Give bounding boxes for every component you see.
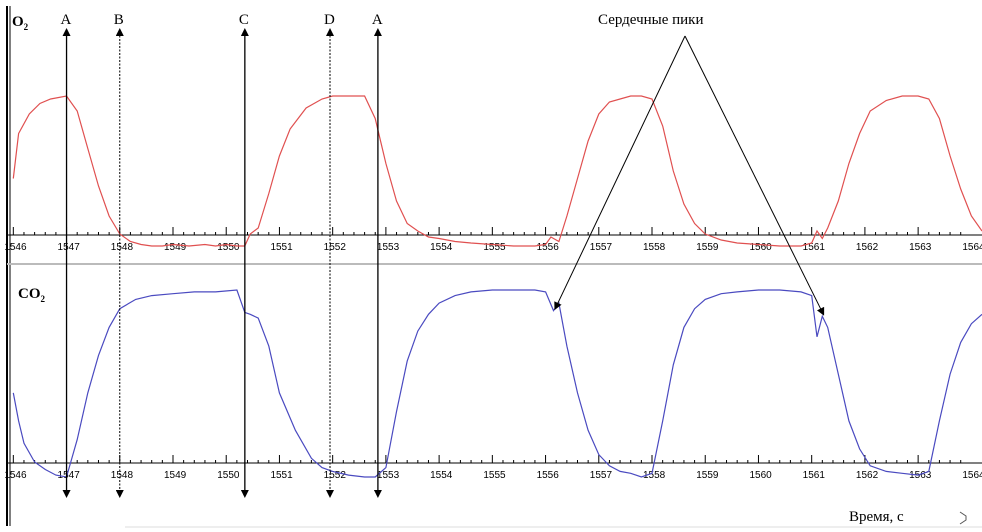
co2-tick-label: 1549 [164,470,187,481]
co2-tick-label: 1564 [962,470,982,481]
cardiac-peaks-annotation: Сердечные пики [598,12,704,28]
o2-tick-label: 1546 [4,242,27,253]
co2-tick-label: 1559 [696,470,719,481]
o2-tick-label: 1564 [962,242,982,253]
o2-tick-label: 1556 [537,242,560,253]
o2-tick-label: 1552 [324,242,347,253]
co2-tick-label: 1551 [270,470,293,481]
o2-tick-label: 1548 [111,242,134,253]
o2-tick-label: 1562 [856,242,879,253]
o2-tick-label: 1551 [270,242,293,253]
o2-axis: 1546 1547 1548 1549 1550 1551 1552 1553 1554 1555… [4,227,982,253]
co2-tick-label: 1550 [217,470,240,481]
co2-tick-label: 1562 [856,470,879,481]
o2-tick-label: 1547 [58,242,81,253]
o2-tick-label: 1550 [217,242,240,253]
co2-tick-label: 1548 [111,470,134,481]
co2-tick-label: 1560 [749,470,772,481]
marker-label-2: C [239,12,249,28]
x-axis-label: Время, с [849,509,904,525]
cardiac-peak-arrow-1 [684,35,825,316]
co2-tick-label: 1552 [324,470,347,481]
x-label-bracket [959,511,967,525]
o2-tick-label: 1557 [590,242,613,253]
o2-tick-label: 1549 [164,242,187,253]
o2-tick-label: 1561 [803,242,826,253]
o2-tick-label: 1559 [696,242,719,253]
o2-tick-label: 1560 [749,242,772,253]
co2-tick-label: 1546 [4,470,27,481]
o2-tick-label: 1554 [430,242,453,253]
co2-tick-label: 1556 [537,470,560,481]
o2-tick-label: 1555 [483,242,506,253]
cardiac-peak-arrows [554,35,825,316]
co2-tick-label: 1561 [803,470,826,481]
co2-tick-label: 1555 [483,470,506,481]
co2-tick-label: 1558 [643,470,666,481]
o2-panel-label: O2 [12,14,29,32]
co2-tick-label: 1557 [590,470,613,481]
co2-panel-label: CO2 [18,286,46,304]
marker-label-1: B [114,12,124,28]
o2-tick-label: 1553 [377,242,400,253]
cardiac-peak-arrow-0 [554,35,686,311]
co2-tick-label: 1554 [430,470,453,481]
marker-label-3: D [324,12,335,28]
co2-series-line [12,289,982,478]
marker-label-0: A [61,12,72,28]
o2-tick-label: 1563 [909,242,932,253]
marker-label-4: A [372,12,383,28]
co2-tick-label: 1553 [377,470,400,481]
co2-axis: 1546 1547 1548 1549 1550 1551 1552 1553 1554 1555… [4,455,982,481]
co2-tick-label: 1563 [909,470,932,481]
o2-tick-label: 1558 [643,242,666,253]
o2-series-line [12,95,982,247]
